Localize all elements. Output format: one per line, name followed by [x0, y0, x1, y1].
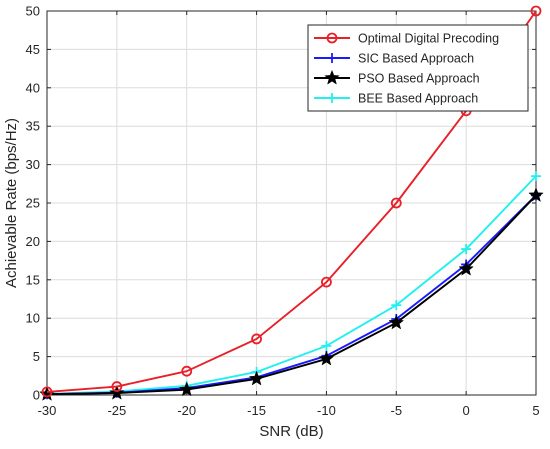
y-tick-label: 50 [26, 4, 40, 19]
legend-label: SIC Based Approach [358, 52, 474, 66]
legend-marker [327, 53, 337, 63]
y-tick-label: 40 [26, 80, 40, 95]
y-tick-label: 35 [26, 119, 40, 134]
data-point [248, 370, 265, 386]
data-point [391, 300, 402, 311]
x-tick-label: -25 [107, 403, 126, 418]
x-tick-label: 0 [463, 403, 470, 418]
data-point [111, 381, 123, 392]
legend-marker [326, 32, 338, 44]
legend: Optimal Digital Precoding SIC Based Appro… [307, 24, 529, 112]
data-point [390, 197, 402, 209]
series-line [46, 175, 537, 395]
legend-item: Optimal Digital Precoding [314, 32, 499, 46]
data-point [178, 381, 195, 397]
legend-item: SIC Based Approach [314, 52, 474, 66]
y-tick-label: 10 [26, 311, 40, 326]
legend-label: BEE Based Approach [358, 92, 478, 106]
data-point [458, 260, 474, 276]
y-tick-label: 30 [26, 157, 40, 172]
x-tick-label: 5 [532, 403, 539, 418]
data-point [318, 350, 335, 366]
x-tick-label: -15 [247, 403, 266, 418]
y-tick-label: 45 [26, 42, 40, 57]
x-tick-label: -30 [38, 403, 57, 418]
legend-marker [327, 93, 337, 103]
series-line [46, 10, 537, 393]
y-tick-label: 20 [26, 234, 40, 249]
series-line [46, 194, 537, 396]
data-point [531, 171, 541, 182]
data-point [528, 187, 544, 202]
data-point [41, 386, 53, 398]
series-line [46, 194, 537, 396]
legend-box [307, 24, 529, 112]
y-tick-label: 25 [26, 196, 40, 211]
y-tick-label: 0 [33, 388, 40, 403]
legend-label: PSO Based Approach [358, 72, 480, 86]
data-point [181, 365, 193, 377]
series [39, 5, 544, 401]
y-axis-label: Achievable Rate (bps/Hz) [3, 118, 20, 288]
legend-item: PSO Based Approach [314, 69, 480, 86]
legend-label: Optimal Digital Precoding [358, 32, 499, 46]
x-axis-label: SNR (dB) [259, 423, 323, 440]
y-tick-label: 5 [33, 349, 40, 364]
data-point [530, 5, 542, 17]
x-tick-label: -20 [177, 403, 196, 418]
legend-marker [324, 69, 340, 85]
x-tick-label: -10 [317, 403, 336, 418]
legend-item: BEE Based Approach [314, 92, 478, 106]
data-point [109, 384, 125, 400]
y-tick-label: 15 [26, 272, 40, 287]
data-point [388, 314, 405, 330]
data-point [321, 276, 332, 288]
x-tick-label: -5 [391, 403, 403, 418]
series-pso-based-approach [39, 187, 544, 401]
data-point [461, 244, 472, 255]
data-point [251, 333, 262, 345]
data-point [321, 340, 332, 351]
